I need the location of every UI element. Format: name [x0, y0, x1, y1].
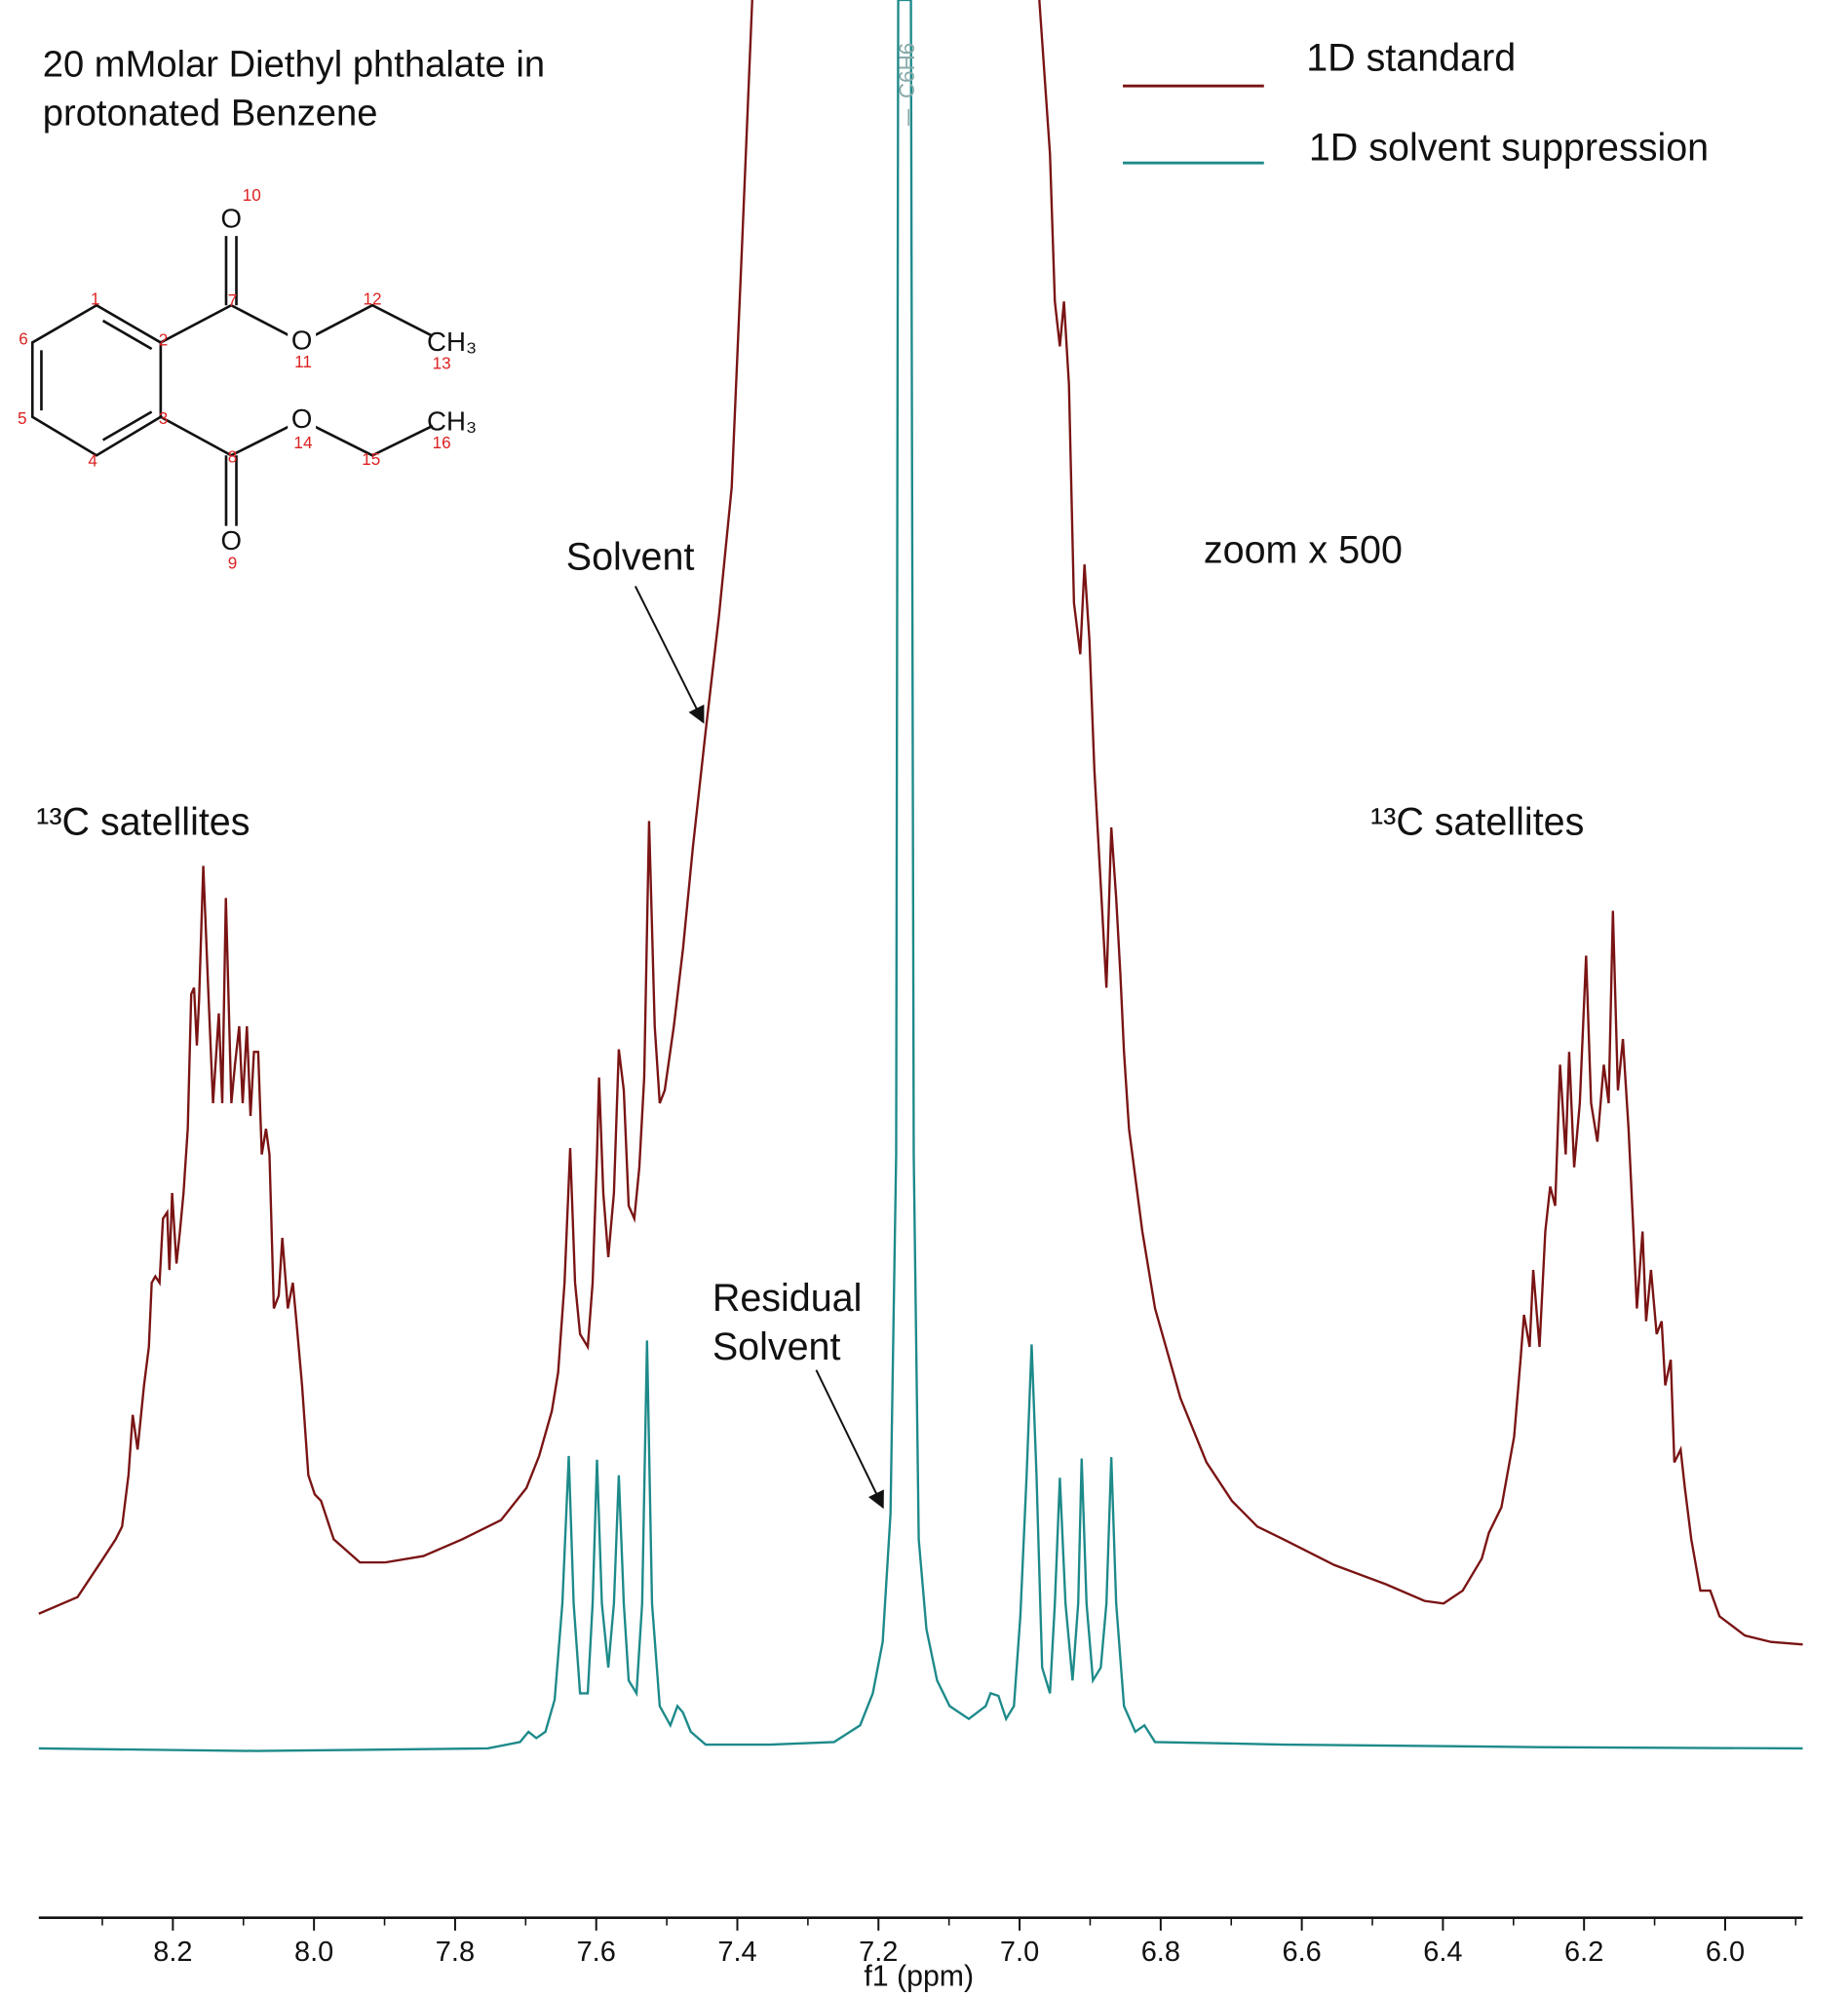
atom-number: 10	[243, 186, 261, 205]
atom-bg	[288, 406, 317, 436]
atom-label: O	[221, 204, 243, 234]
arrow	[815, 1369, 884, 1510]
atom-bg	[438, 329, 467, 359]
x-tick-label: 6.0	[1706, 1937, 1745, 1968]
spectrum-line	[38, 0, 1803, 1646]
atom-number: 13	[433, 354, 451, 372]
atom-bg	[216, 206, 246, 235]
annotation: Solvent	[712, 1325, 841, 1368]
annotation: C6H6	[895, 43, 919, 98]
x-axis-label: f1 (ppm)	[864, 1961, 974, 1993]
x-tick-label: 6.2	[1564, 1937, 1603, 1968]
atom-number: 11	[294, 353, 312, 371]
x-tick-label: 7.4	[717, 1937, 756, 1968]
atom-bg	[216, 528, 246, 557]
atom-number: 3	[159, 409, 169, 428]
atom-number: 5	[18, 409, 27, 428]
x-tick-label: 8.2	[153, 1937, 192, 1968]
atom-number: 2	[159, 331, 169, 350]
atom-number: 7	[228, 291, 238, 310]
atom-label: O	[291, 403, 313, 434]
atom-label: O	[291, 326, 313, 356]
spectrum-line	[38, 0, 1803, 1752]
atom-number: 1	[91, 290, 100, 309]
atom-number: 16	[433, 434, 451, 452]
x-tick-label: 7.8	[436, 1937, 475, 1968]
atom-label: CH₃	[427, 406, 477, 437]
x-tick-label: 6.6	[1283, 1937, 1322, 1968]
x-tick-label: 8.0	[294, 1937, 333, 1968]
annotation: ¹³C satellites	[1370, 801, 1584, 844]
plot-area	[38, 0, 1803, 1752]
legend-label: 1D standard	[1306, 36, 1516, 79]
annotation: zoom x 500	[1204, 529, 1403, 572]
atom-bg	[288, 327, 317, 357]
atom-number: 14	[293, 434, 313, 452]
atom-number: 9	[228, 555, 238, 573]
annotation: Residual	[712, 1277, 863, 1320]
chart-title: 20 mMolar Diethyl phthalate in	[43, 44, 545, 86]
legend-label: 1D solvent suppression	[1309, 126, 1709, 169]
arrow	[634, 586, 705, 724]
x-tick-label: 6.4	[1423, 1937, 1462, 1968]
chart-title: protonated Benzene	[43, 93, 378, 134]
atom-bg	[438, 408, 467, 438]
x-tick-label: 6.8	[1141, 1937, 1180, 1968]
atom-label: CH₃	[427, 326, 477, 357]
atom-label: O	[221, 525, 243, 556]
atom-number: 6	[19, 329, 28, 348]
x-tick-label: 7.0	[1000, 1937, 1039, 1968]
annotation: Solvent	[566, 535, 695, 578]
atom-number: 12	[364, 290, 382, 309]
atom-number: 15	[362, 450, 380, 469]
atom-number: 4	[88, 451, 97, 470]
annotation: ¹³C satellites	[36, 801, 250, 844]
x-tick-label: 7.2	[859, 1937, 898, 1968]
x-tick-label: 7.6	[577, 1937, 616, 1968]
atom-number: 8	[228, 447, 238, 466]
